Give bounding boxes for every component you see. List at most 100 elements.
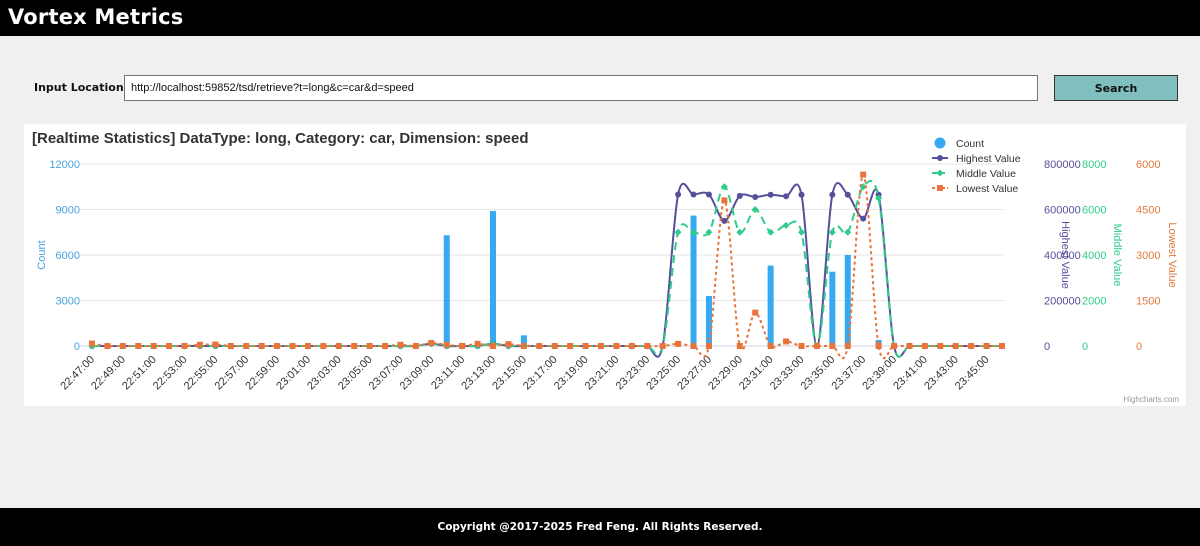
highest-value-point	[783, 193, 790, 200]
count-bar	[490, 211, 497, 346]
middle-value-point	[674, 228, 682, 236]
x-axis-tick-label: 23:45:00	[953, 354, 992, 393]
middle-axis-title: Middle Value	[1111, 224, 1123, 287]
count-axis-tick-label: 12000	[49, 159, 80, 171]
highest-value-point	[690, 191, 697, 198]
lowest-value-point	[166, 343, 173, 349]
lowest-value-point	[844, 343, 851, 349]
lowest-value-point	[227, 343, 234, 349]
highest-value-point	[675, 191, 682, 198]
lowest-value-point	[906, 343, 913, 349]
input-location-label: Input Location:	[34, 81, 129, 94]
legend-item-label: Count	[956, 138, 984, 150]
app-title: Vortex Metrics	[8, 5, 184, 29]
lowest-axis-tick-label: 4500	[1136, 205, 1160, 217]
lowest-value-point	[644, 343, 651, 349]
count-bar	[705, 295, 712, 346]
count-axis-tick-label: 6000	[56, 250, 80, 262]
lowest-axis-tick-label: 0	[1136, 341, 1142, 353]
highest-axis-tick-label: 800000	[1044, 159, 1081, 171]
legend-item-label: Lowest Value	[956, 183, 1018, 195]
middle-value-point	[875, 194, 883, 202]
lowest-value-point	[705, 343, 712, 349]
lowest-value-point	[150, 343, 157, 349]
lowest-value-point	[767, 343, 774, 349]
legend-item-label: Highest Value	[956, 153, 1021, 165]
footer: Copyright @2017-2025 Fred Feng. All Righ…	[0, 508, 1200, 546]
lowest-value-point	[412, 343, 419, 349]
lowest-value-point	[968, 343, 975, 349]
lowest-series-line	[91, 173, 1002, 360]
lowest-axis-tick-label: 6000	[1136, 159, 1160, 171]
middle-value-point	[690, 228, 698, 236]
highcharts-credit: Highcharts.com	[1123, 395, 1179, 404]
lowest-value-point	[983, 343, 990, 349]
lowest-value-point	[181, 343, 188, 349]
count-bar	[690, 215, 697, 346]
middle-value-point	[705, 228, 713, 236]
lowest-value-point	[135, 343, 142, 349]
highest-value-point	[752, 193, 759, 200]
copyright-text: Copyright @2017-2025 Fred Feng. All Righ…	[437, 521, 763, 533]
count-bar	[443, 235, 450, 346]
lowest-value-point	[783, 338, 790, 345]
count-bar	[829, 271, 836, 346]
lowest-value-point	[721, 197, 728, 204]
lowest-value-point	[505, 341, 512, 348]
middle-value-point	[767, 228, 775, 236]
middle-value-point	[797, 228, 805, 236]
middle-axis-tick-label: 8000	[1082, 159, 1106, 171]
lowest-value-point	[304, 343, 311, 349]
highest-value-point	[721, 217, 728, 224]
middle-axis-tick-label: 6000	[1082, 205, 1106, 217]
header-bar: Vortex Metrics	[0, 0, 1200, 36]
lowest-value-point	[443, 341, 450, 348]
lowest-value-point	[520, 343, 527, 349]
search-button[interactable]: Search	[1054, 75, 1178, 101]
lowest-value-point	[813, 343, 820, 349]
lowest-value-point	[366, 343, 373, 349]
middle-value-point	[782, 221, 790, 229]
lowest-value-point	[891, 343, 898, 349]
lowest-value-point	[89, 340, 95, 347]
lowest-value-point	[196, 341, 203, 348]
lowest-value-point	[798, 343, 805, 349]
lowest-value-point	[597, 343, 604, 349]
lowest-value-point	[675, 340, 682, 347]
lowest-value-point	[289, 343, 296, 349]
highest-axis-title: Highest Value	[1059, 221, 1071, 289]
lowest-value-point	[474, 340, 481, 347]
middle-series-line	[92, 179, 1002, 358]
middle-axis-tick-label: 0	[1082, 341, 1088, 353]
highest-value-point	[798, 191, 805, 198]
location-input[interactable]	[124, 75, 1038, 101]
lowest-value-point	[320, 343, 327, 349]
lowest-value-point	[382, 343, 389, 349]
lowest-value-point	[397, 341, 404, 348]
highest-axis-tick-label: 200000	[1044, 296, 1081, 308]
legend-count-symbol	[934, 137, 946, 149]
count-bar	[844, 255, 851, 346]
lowest-value-point	[104, 343, 111, 349]
lowest-value-point	[212, 341, 219, 348]
search-row: Input Location: Search	[0, 74, 1200, 102]
lowest-value-point	[536, 343, 543, 349]
count-bar	[767, 265, 774, 346]
middle-value-point	[828, 228, 836, 236]
highest-axis-tick-label: 400000	[1044, 250, 1081, 262]
chart-panel: [Realtime Statistics] DataType: long, Ca…	[24, 124, 1186, 406]
lowest-value-point	[428, 339, 435, 346]
highest-axis-tick-label: 600000	[1044, 205, 1081, 217]
lowest-value-point	[829, 343, 836, 349]
lowest-value-point	[490, 343, 497, 349]
highest-value-point	[860, 215, 867, 222]
highest-value-point	[736, 192, 743, 199]
x-axis-tick-label: 23:09:00	[398, 354, 437, 393]
middle-value-point	[751, 206, 759, 213]
middle-value-point	[844, 228, 852, 236]
lowest-value-point	[335, 343, 342, 349]
lowest-value-point	[567, 343, 574, 349]
lowest-axis-title: Lowest Value	[1166, 222, 1178, 287]
count-axis-tick-label: 3000	[56, 296, 80, 308]
middle-axis-tick-label: 2000	[1082, 296, 1106, 308]
